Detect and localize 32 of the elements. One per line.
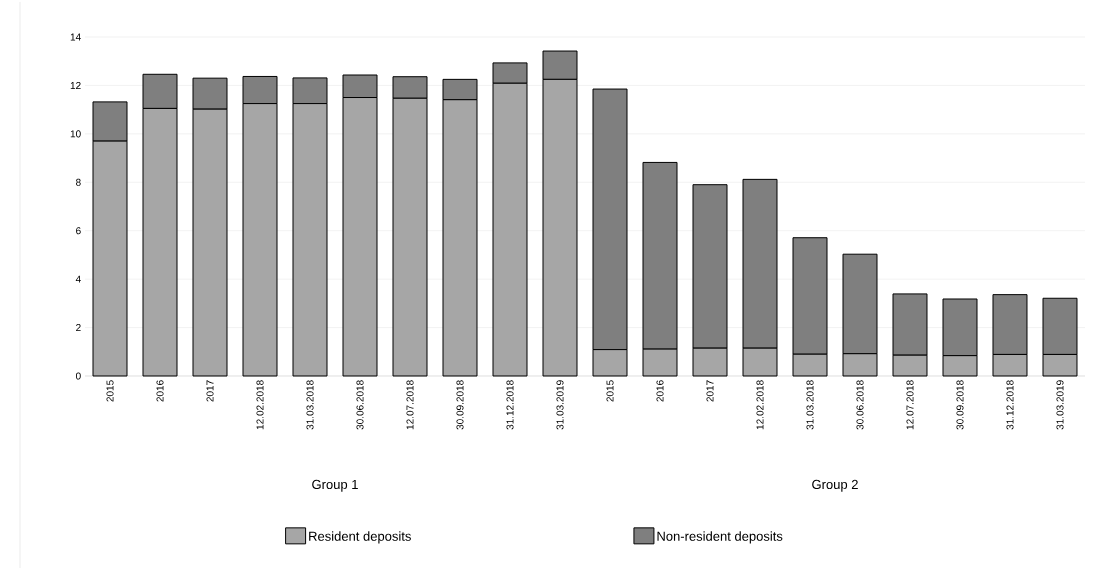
y-tick-label: 12 <box>70 81 81 89</box>
text: Group 2 <box>812 479 858 492</box>
x-tick-label: 2016 <box>656 380 664 402</box>
x-tick-label: 12.02.2018 <box>256 380 264 430</box>
x-tick-label: 12.07.2018 <box>906 380 914 430</box>
x-tick-label: 30.06.2018 <box>356 380 364 430</box>
y-tick-label: 4 <box>75 275 81 283</box>
y-tick-label: 0 <box>75 372 81 380</box>
y-tick-label: 8 <box>76 178 81 186</box>
x-tick-label: 31.03.2019 <box>556 380 564 430</box>
y-tick-label: 14 <box>70 33 81 41</box>
legend-label: Resident deposits <box>309 531 411 544</box>
x-tick-label: 31.12.2018 <box>506 380 514 430</box>
x-tick-label: 30.09.2018 <box>956 380 964 430</box>
x-tick-label: 30.06.2018 <box>856 380 864 430</box>
x-tick-label: 2017 <box>206 380 214 402</box>
x-tick-label: 12.07.2018 <box>406 380 414 430</box>
text: Group 1 <box>312 479 358 492</box>
x-tick-label: 2017 <box>706 380 714 402</box>
x-tick-label: 2015 <box>106 380 114 402</box>
y-tick-label: 6 <box>76 227 81 235</box>
x-tick-label: 30.09.2018 <box>456 380 464 430</box>
x-tick-label: 2016 <box>156 380 164 402</box>
x-tick-label: 2015 <box>606 380 614 402</box>
x-tick-label: 31.03.2018 <box>806 380 814 430</box>
x-tick-label: 31.03.2019 <box>1056 380 1064 430</box>
legend-label: Non-resident deposits <box>657 531 783 544</box>
x-tick-label: 12.02.2018 <box>756 380 764 430</box>
y-tick-label: 2 <box>76 324 81 332</box>
y-tick-label: 10 <box>70 130 81 138</box>
x-tick-label: 31.12.2018 <box>1006 380 1014 430</box>
x-tick-label: 31.03.2018 <box>306 380 314 430</box>
